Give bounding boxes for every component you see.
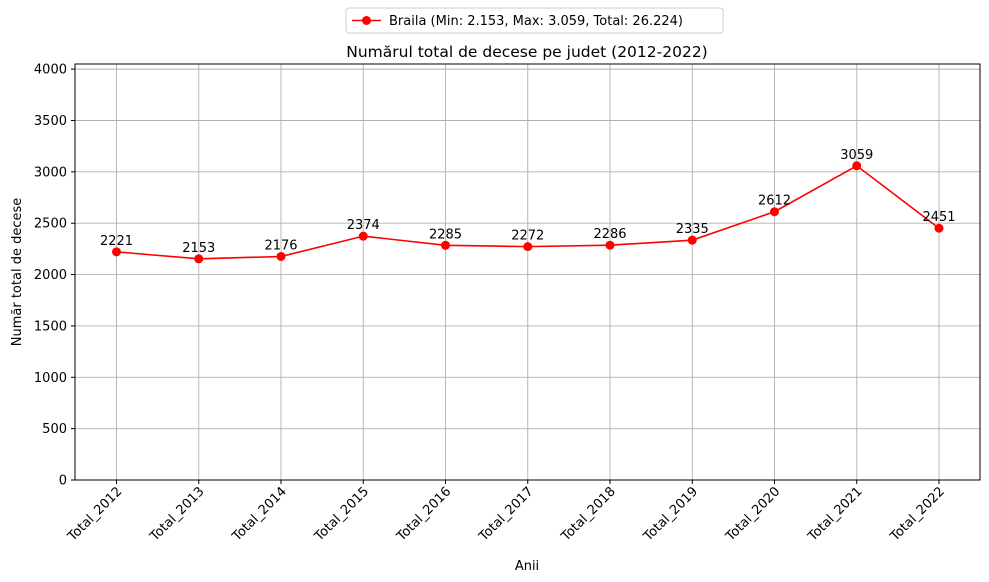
chart-title: Numărul total de decese pe judet (2012-2… [346,43,707,61]
legend-marker-swatch [362,16,371,25]
data-label: 2221 [100,234,133,249]
data-point [523,242,533,252]
y-axis-title: Număr total de decese [10,198,25,346]
legend-box [345,7,724,34]
data-label: 2153 [182,241,215,256]
y-tick-label: 500 [42,422,67,437]
data-label: 2286 [593,227,626,242]
x-tick-label: Total_2021 [805,484,866,545]
y-tick-label: 2500 [34,217,67,232]
data-label: 2272 [511,229,544,244]
grid-lines [75,64,980,481]
data-label: 2176 [264,238,297,253]
data-label: 2285 [429,227,462,242]
x-tick-label: Total_2020 [723,484,784,545]
y-tick-label: 1000 [34,371,67,386]
x-tick-label: Total_2017 [476,484,537,545]
y-tick-label: 2000 [34,268,67,283]
y-tick-label: 3000 [34,165,67,180]
x-tick-label: Total_2022 [887,484,948,545]
y-tick-label: 0 [59,474,67,489]
x-tick-label: Total_2014 [229,484,290,545]
series-layer [112,161,944,264]
legend: Braila (Min: 2.153, Max: 3.059, Total: 2… [345,7,724,34]
data-label: 2335 [676,222,709,237]
x-axis-ticks: Total_2012 Total_2013 Total_2014 Total_2015… [65,480,948,545]
data-point [441,240,450,250]
x-tick-label: Total_2016 [394,484,455,545]
data-point [852,161,862,171]
x-tick-label: Total_2015 [311,484,372,545]
data-label: 2612 [758,194,791,209]
data-point [358,231,368,241]
data-label: 3059 [840,148,873,163]
data-point [770,207,779,217]
data-point [605,240,615,250]
data-labels: 2221 2153 2176 2374 2285 2272 2286 2335 2612 3059… [100,148,956,256]
x-axis-title: Anii [515,559,539,574]
x-tick-label: Total_2012 [65,484,126,545]
y-tick-label: 1500 [34,319,67,334]
data-point [687,235,697,245]
data-label: 2374 [347,218,380,233]
legend-entry-label: Braila (Min: 2.153, Max: 3.059, Total: 2… [389,14,683,29]
data-point [194,254,204,264]
y-axis-ticks: 0 500 1000 1500 2000 2500 3000 3500 4000 [34,63,75,489]
x-tick-label: Total_2019 [640,484,701,545]
data-label: 2451 [922,210,955,225]
data-point [112,247,121,257]
x-tick-label: Total_2013 [147,484,208,545]
x-tick-label: Total_2018 [558,484,619,545]
data-point [934,223,944,233]
y-tick-label: 3500 [34,114,67,129]
y-tick-label: 4000 [34,63,67,78]
data-point [276,251,286,261]
